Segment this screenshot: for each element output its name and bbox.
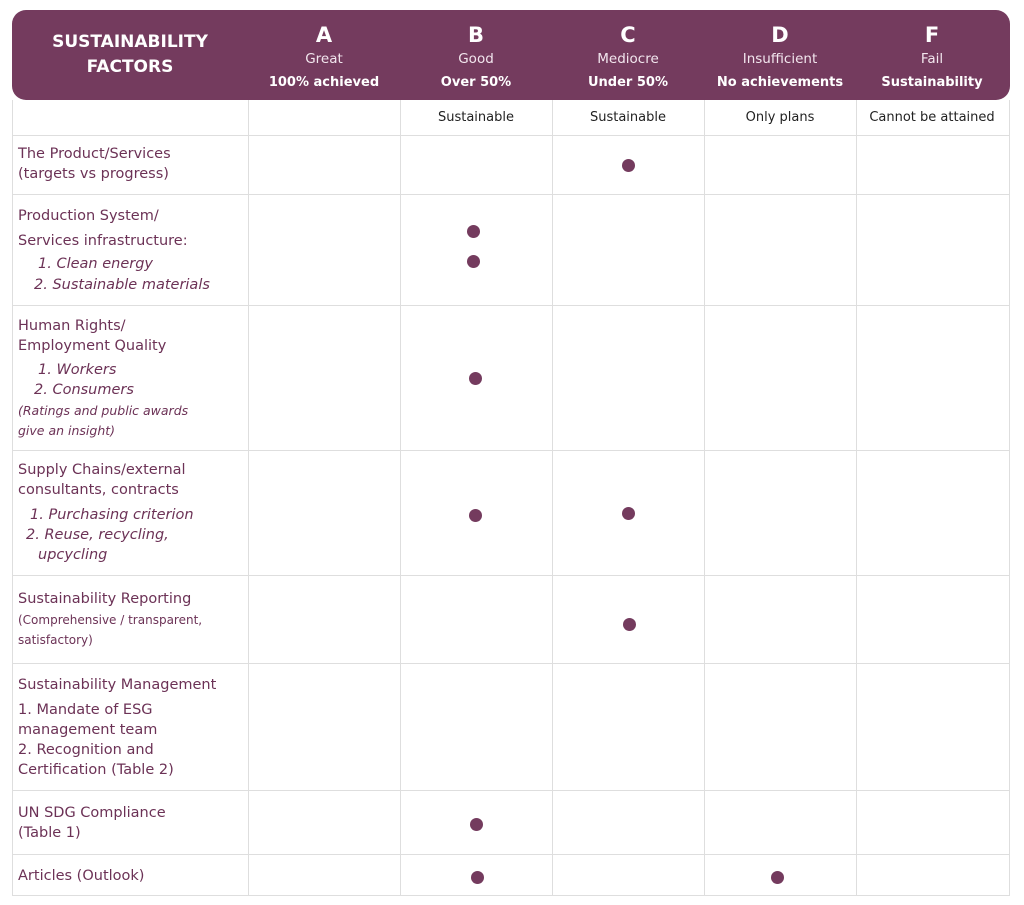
header-grade-d: D Insufficient No achievements [704, 10, 856, 100]
factor-title: Sustainability Reporting [18, 591, 192, 607]
header-factors-label: SUSTAINABILITY FACTORS [52, 32, 208, 77]
factor-title: UN SDG Compliance [18, 805, 166, 821]
grid-line [552, 100, 553, 896]
subheader-c: Sustainable [589, 110, 666, 125]
factor-title: Services infrastructure: [18, 233, 188, 249]
rating-dot-articles-d [771, 871, 784, 884]
factor-line: 1. Mandate of ESG [18, 702, 153, 718]
grid-line [12, 450, 1010, 451]
grid-line [704, 100, 705, 896]
grade-note: Under 50% [588, 75, 668, 90]
rating-dot-production-b-1 [467, 225, 480, 238]
grade-word: Insufficient [742, 51, 818, 67]
factor-supply-chains: Supply Chains/external consultants, cont… [18, 460, 246, 565]
grade-word: Good [458, 51, 494, 67]
factor-item: 1. Clean energy [38, 256, 153, 272]
grid-line [12, 194, 1010, 195]
factor-title: The Product/Services [18, 146, 171, 162]
factor-title: Sustainability Management [18, 677, 217, 693]
grid-line [248, 100, 249, 896]
factor-line: Certification (Table 2) [18, 762, 174, 778]
grade-letter: D [771, 23, 789, 47]
rating-dot-product-c [622, 159, 635, 172]
factor-title: Human Rights/ [18, 318, 126, 334]
rating-dot-production-b-2 [467, 255, 480, 268]
grid-line [12, 663, 1010, 664]
rating-dot-reporting-c [623, 618, 636, 631]
grid-line [12, 854, 1010, 855]
factor-sustainability-reporting: Sustainability Reporting (Comprehensive … [18, 589, 246, 650]
factor-item: upcycling [38, 547, 108, 563]
factor-title: (Table 1) [18, 825, 81, 841]
header-grade-b: B Good Over 50% [400, 10, 552, 100]
grid-line [12, 135, 1010, 136]
grade-letter: A [315, 23, 333, 47]
subheader-b: Sustainable [437, 110, 514, 125]
factor-title: Supply Chains/external [18, 462, 186, 478]
grade-note: No achievements [716, 75, 844, 90]
grid-line [12, 575, 1010, 576]
grade-letter: C [620, 23, 636, 47]
grade-note: Over 50% [440, 75, 512, 90]
grid-line [12, 100, 13, 896]
grade-word: Great [305, 51, 343, 67]
grid-line [856, 100, 857, 896]
grid-line [1009, 100, 1010, 896]
rating-dot-sdg-b [470, 818, 483, 831]
factor-note: (Comprehensive / transparent, [18, 613, 203, 627]
factor-note: satisfactory) [18, 633, 93, 647]
factor-title: Articles (Outlook) [18, 868, 145, 884]
factor-production-system: Production System/ Services infrastructu… [18, 204, 246, 296]
header-grade-a: A Great 100% achieved [248, 10, 400, 100]
factor-item: 2. Reuse, recycling, [26, 527, 169, 543]
grid-line [400, 100, 401, 896]
grade-note: Sustainability [881, 75, 983, 90]
rating-dot-human-rights-b [469, 372, 482, 385]
grade-word: Fail [920, 51, 944, 67]
factor-item: 1. Workers [38, 362, 117, 378]
grid-line [12, 305, 1010, 306]
factor-line: management team [18, 722, 158, 738]
factor-un-sdg: UN SDG Compliance (Table 1) [18, 803, 246, 843]
subheader-d: Only plans [745, 110, 815, 125]
factor-note: give an insight) [18, 423, 116, 438]
factor-item: 2. Consumers [34, 382, 134, 398]
factor-sustainability-management: Sustainability Management 1. Mandate of … [18, 675, 246, 780]
factor-human-rights: Human Rights/ Employment Quality 1. Work… [18, 316, 246, 441]
grid-line [12, 790, 1010, 791]
factor-note: (Ratings and public awards [18, 403, 189, 418]
rating-dot-supply-b [469, 509, 482, 522]
factor-item: 1. Purchasing criterion [30, 507, 194, 523]
grid-line [12, 895, 1010, 896]
factor-title: (targets vs progress) [18, 166, 169, 182]
table-header: SUSTAINABILITY FACTORS A Great 100% achi… [12, 10, 1010, 100]
factor-item: 2. Sustainable materials [34, 277, 210, 293]
factor-articles: Articles (Outlook) [18, 866, 246, 886]
rating-dot-supply-c [622, 507, 635, 520]
rating-dot-articles-b [471, 871, 484, 884]
grade-letter: F [924, 23, 940, 47]
grade-note: 100% achieved [268, 75, 380, 90]
grade-letter: B [467, 23, 484, 47]
header-grade-f: F Fail Sustainability [856, 10, 1008, 100]
factor-title: Employment Quality [18, 338, 167, 354]
subheader-f: Cannot be attained [869, 110, 995, 125]
subheader-a [248, 100, 400, 136]
factor-title: Production System/ [18, 208, 159, 224]
factor-product-services: The Product/Services (targets vs progres… [18, 144, 246, 184]
header-grade-c: C Mediocre Under 50% [552, 10, 704, 100]
factor-line: 2. Recognition and [18, 742, 154, 758]
grade-word: Mediocre [597, 51, 659, 67]
factor-title: consultants, contracts [18, 482, 179, 498]
